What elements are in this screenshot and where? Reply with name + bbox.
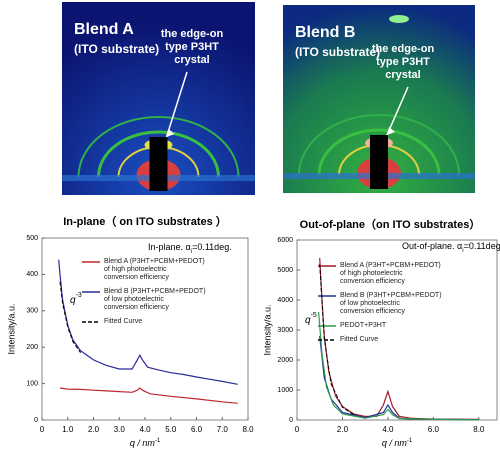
image-title: Blend A bbox=[74, 21, 134, 38]
legend-entry: Blend A (P3HT+PCBM+PEDOT) of high photoe… bbox=[340, 262, 441, 285]
annotation-subscript: i bbox=[191, 249, 192, 255]
legend-entry: Blend B (P3HT+PCBM+PEDOT) of low photoel… bbox=[340, 292, 442, 315]
y-tick-label: 4000 bbox=[277, 297, 293, 304]
diffraction-ring bbox=[298, 114, 460, 176]
x-axis-label-text: q / nm bbox=[130, 438, 156, 448]
y-tick-label: 400 bbox=[26, 271, 38, 278]
y-tick-label: 5000 bbox=[277, 267, 293, 274]
glow bbox=[389, 15, 409, 23]
legend-entry: Fitted Curve bbox=[104, 318, 143, 325]
annotation-suffix: =0.11deg. bbox=[464, 241, 500, 251]
x-tick-label: 7.0 bbox=[217, 425, 229, 434]
x-tick-label: 6.0 bbox=[191, 425, 203, 434]
chart-annotation: In-plane. αi=0.11deg. bbox=[148, 242, 232, 254]
series-line bbox=[58, 259, 238, 385]
legend-entry: Fitted Curve bbox=[340, 336, 379, 343]
x-tick-label: 0 bbox=[40, 425, 45, 434]
x-tick-label: 8.0 bbox=[242, 425, 254, 434]
power-law-exponent: -5 bbox=[311, 312, 317, 319]
x-tick-label: 5.0 bbox=[165, 425, 177, 434]
y-tick-label: 200 bbox=[26, 344, 38, 351]
annotation-text: In-plane. α bbox=[148, 242, 191, 252]
x-tick-label: 3.0 bbox=[114, 425, 126, 434]
beam-stop bbox=[149, 137, 168, 191]
y-tick-label: 100 bbox=[26, 380, 38, 387]
diffraction-ring bbox=[97, 130, 220, 178]
image-annotation: the edge-on bbox=[161, 28, 224, 40]
y-tick-label: 1000 bbox=[277, 387, 293, 394]
legend-entry: Blend A (P3HT+PCBM+PEDOT) of high photoe… bbox=[104, 258, 205, 281]
annotation-suffix: =0.11deg. bbox=[192, 242, 232, 252]
y-tick-label: 0 bbox=[34, 417, 38, 424]
y-axis-label: Intensity/a.u. bbox=[262, 304, 272, 355]
x-tick-label: 6.0 bbox=[428, 425, 440, 434]
image-subtitle: (ITO substrate) bbox=[295, 45, 380, 59]
x-tick-label: 4.0 bbox=[382, 425, 394, 434]
legend-entry: PEDOT+P3HT bbox=[340, 322, 387, 329]
chart-annotation: Out-of-plane. αi=0.11deg. bbox=[402, 241, 500, 253]
image-annotation: the edge-on bbox=[372, 43, 435, 55]
image-title: Blend B bbox=[295, 24, 355, 41]
x-tick-label: 0 bbox=[295, 425, 300, 434]
series-line bbox=[59, 387, 238, 404]
series-line bbox=[319, 263, 355, 416]
y-axis-label: Intensity/a.u. bbox=[6, 303, 16, 354]
power-law-base: q bbox=[305, 315, 311, 326]
y-tick-label: 500 bbox=[26, 235, 38, 242]
y-tick-label: 0 bbox=[289, 417, 293, 424]
image-annotation: type P3HT bbox=[165, 41, 219, 53]
y-tick-label: 2000 bbox=[277, 357, 293, 364]
x-tick-label: 2.0 bbox=[337, 425, 349, 434]
arrow-head bbox=[166, 129, 175, 137]
chart-title: Out-of-plane（on ITO substrates） bbox=[300, 218, 481, 231]
power-law-label: q-3 bbox=[70, 292, 82, 306]
power-law-exponent: -3 bbox=[76, 292, 82, 299]
x-axis-label: q / nm-1 bbox=[382, 438, 413, 449]
y-tick-label: 6000 bbox=[277, 237, 293, 244]
power-law-label: q-5 bbox=[305, 312, 317, 326]
diffraction-ring bbox=[77, 116, 240, 178]
chart-title: In-plane（ on ITO substrates ） bbox=[63, 215, 227, 228]
image-annotation: crystal bbox=[385, 69, 420, 81]
y-tick-label: 3000 bbox=[277, 327, 293, 334]
diffraction-ring bbox=[317, 128, 441, 176]
image-annotation: type P3HT bbox=[376, 56, 430, 68]
x-tick-label: 1.0 bbox=[62, 425, 74, 434]
x-axis-label-text: q / nm bbox=[382, 438, 408, 448]
beam-stop bbox=[370, 135, 388, 189]
arrow-head bbox=[387, 127, 395, 135]
x-axis-label: q / nm-1 bbox=[130, 438, 161, 449]
x-tick-label: 2.0 bbox=[88, 425, 100, 434]
series-line bbox=[318, 311, 479, 421]
y-tick-label: 300 bbox=[26, 308, 38, 315]
x-axis-label-superscript: -1 bbox=[407, 438, 413, 444]
x-tick-label: 4.0 bbox=[139, 425, 151, 434]
image-annotation: crystal bbox=[174, 54, 209, 66]
image-subtitle: (ITO substrate) bbox=[74, 42, 159, 56]
x-tick-label: 8.0 bbox=[473, 425, 485, 434]
annotation-arrow bbox=[386, 86, 409, 136]
annotation-arrow bbox=[165, 71, 188, 138]
series-line bbox=[59, 281, 82, 353]
power-law-base: q bbox=[70, 295, 76, 306]
annotation-subscript: i bbox=[462, 248, 463, 254]
legend-entry: Blend B (P3HT+PCBM+PEDOT) of low photoel… bbox=[104, 288, 206, 311]
annotation-text: Out-of-plane. α bbox=[402, 241, 462, 251]
x-axis-label-superscript: -1 bbox=[155, 438, 161, 444]
